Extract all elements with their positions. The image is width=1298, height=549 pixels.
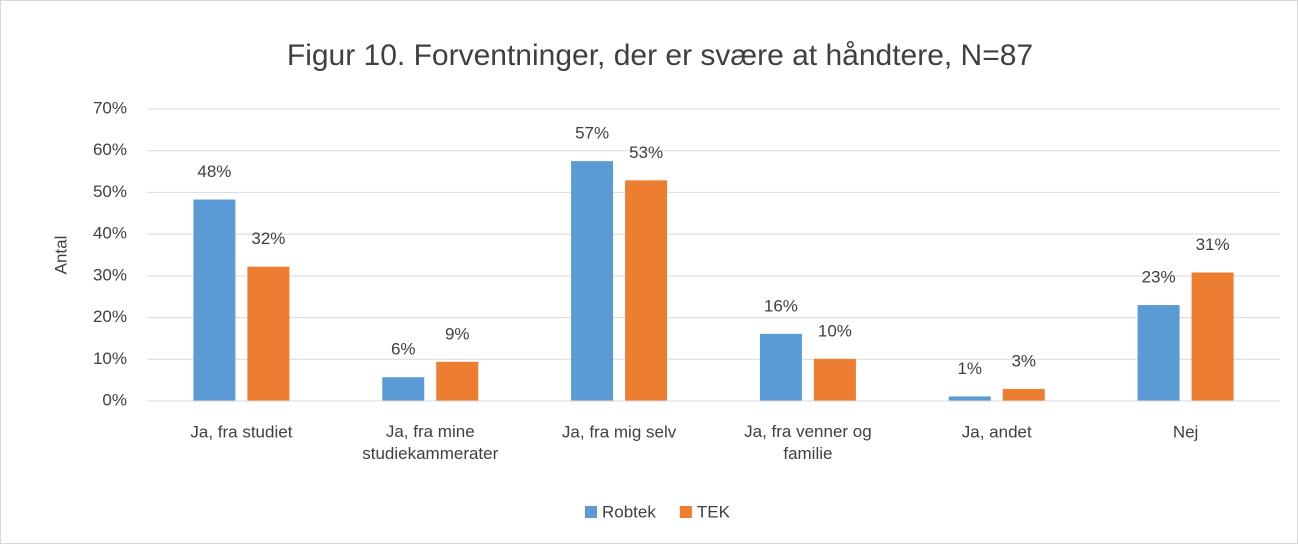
bar bbox=[436, 361, 479, 401]
value-label: 16% bbox=[764, 296, 798, 315]
value-label: 32% bbox=[251, 229, 285, 248]
bar bbox=[813, 358, 856, 401]
y-tick-label: 0% bbox=[102, 390, 127, 409]
x-tick-label: Ja, fra mig selv bbox=[562, 422, 677, 441]
y-tick-label: 50% bbox=[93, 182, 127, 201]
value-label: 6% bbox=[391, 340, 416, 359]
legend-label: Robtek bbox=[602, 502, 656, 521]
y-tick-label: 30% bbox=[93, 265, 127, 284]
x-tick-label: Nej bbox=[1173, 422, 1199, 441]
legend-label: TEK bbox=[697, 502, 731, 521]
bar bbox=[1002, 388, 1045, 401]
bar bbox=[625, 180, 668, 401]
value-label: 53% bbox=[629, 143, 663, 162]
x-tick-label: Ja, fra mine studiekammerater bbox=[362, 422, 498, 463]
value-label: 9% bbox=[445, 324, 470, 343]
y-tick-label: 10% bbox=[93, 349, 127, 368]
bar bbox=[1137, 305, 1180, 401]
bar bbox=[948, 396, 991, 401]
x-tick-label: Ja, fra studiet bbox=[190, 422, 292, 441]
y-tick-label: 40% bbox=[93, 224, 127, 243]
legend-swatch bbox=[585, 506, 597, 518]
value-label: 48% bbox=[197, 162, 231, 181]
value-label: 57% bbox=[575, 124, 609, 143]
value-label: 10% bbox=[818, 321, 852, 340]
bar bbox=[1191, 272, 1234, 401]
bar bbox=[759, 333, 802, 401]
x-tick-label: Ja, fra venner og familie bbox=[744, 422, 872, 463]
value-label: 1% bbox=[957, 359, 982, 378]
y-tick-label: 60% bbox=[93, 140, 127, 159]
x-tick-label: Ja, andet bbox=[962, 422, 1032, 441]
value-label: 3% bbox=[1011, 351, 1036, 370]
bar bbox=[571, 161, 614, 401]
bar bbox=[193, 199, 236, 401]
bar bbox=[247, 266, 290, 401]
chart-title: Figur 10. Forventninger, der er svære at… bbox=[287, 39, 1033, 72]
y-axis-label: Antal bbox=[51, 236, 70, 275]
legend-swatch bbox=[679, 506, 692, 518]
value-label: 31% bbox=[1196, 235, 1230, 254]
y-tick-label: 70% bbox=[93, 98, 127, 117]
bar bbox=[382, 377, 425, 401]
y-tick-label: 20% bbox=[93, 307, 127, 326]
value-label: 23% bbox=[1142, 268, 1176, 287]
